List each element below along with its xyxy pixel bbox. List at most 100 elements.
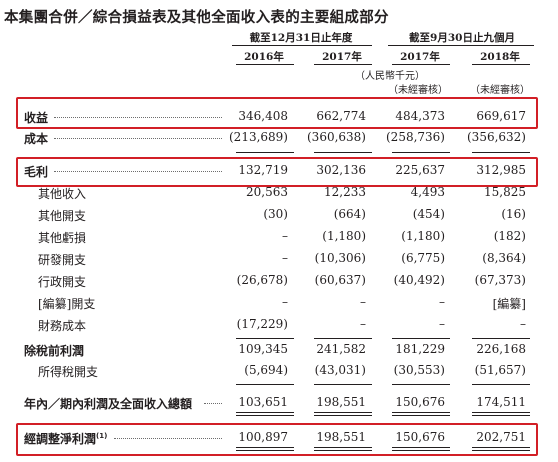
underline-finance-2017 (314, 338, 372, 339)
cell-2017: – (360, 295, 366, 309)
header-rule-year (232, 45, 372, 46)
cell-2016: 103,651 (238, 395, 288, 409)
double-rule-adj-2018-9m-b (472, 450, 530, 451)
double-rule-adj-2017-b (314, 450, 372, 451)
underline-cost-2018-9m (472, 152, 530, 153)
footnote-marker: (1) (96, 432, 108, 440)
leader-dots (54, 171, 222, 172)
cell-2018-9m: (8,364) (482, 251, 526, 265)
cell-2017: (10,306) (314, 251, 366, 265)
row-gross-profit: 毛利 132,719 302,136 225,637 312,985 (0, 163, 558, 185)
underline-finance-2018-9m (472, 338, 530, 339)
row-other-income: 其他收入 20,563 12,233 4,493 15,825 (0, 185, 558, 207)
cell-2016: – (282, 251, 288, 265)
cell-2017-9m: – (439, 317, 445, 331)
leader-dots (114, 438, 222, 439)
cell-2016: 109,345 (238, 342, 288, 356)
header-col-2017: 2017年 (322, 51, 362, 63)
row-profit-before-tax: 除稅前利潤 109,345 241,582 181,229 226,168 (0, 342, 558, 364)
cell-2018-9m: 15,825 (484, 185, 526, 199)
cell-2017: (43,031) (314, 363, 366, 377)
cell-2016: 100,897 (238, 430, 288, 444)
row-admin-expenses: 行政開支 (26,678) (60,637) (40,492) (67,373) (0, 273, 558, 295)
row-label: 財務成本 (38, 319, 87, 333)
row-total-comprehensive-income: 年內／期內利潤及全面收入總額 103,651 198,551 150,676 1… (0, 395, 558, 417)
cell-2017-9m: (1,180) (401, 229, 445, 243)
underline-cost-2017 (314, 152, 372, 153)
cell-2018-9m: [編纂] (492, 297, 526, 311)
cell-2017: 662,774 (316, 109, 366, 123)
cell-2016: 20,563 (246, 185, 288, 199)
cell-2018-9m: (51,657) (474, 363, 526, 377)
cell-2017: 241,582 (316, 342, 366, 356)
underline-cost-2016 (236, 152, 294, 153)
cell-2017-9m: 4,493 (410, 185, 445, 199)
double-rule-2016-a (236, 412, 294, 413)
highlight-box-gross-profit (16, 157, 538, 187)
row-label: 行政開支 (38, 275, 87, 289)
cell-2016: (5,694) (244, 363, 288, 377)
row-label: 所得稅開支 (38, 365, 99, 379)
header-rule-2018-9m (472, 64, 530, 65)
cell-2017-9m: 484,373 (395, 109, 445, 123)
section-title: 本集團合併／綜合損益表及其他全面收入表的主要組成部分 (4, 10, 389, 26)
cell-2018-9m: (182) (493, 229, 526, 243)
underline-cost-2017-9m (392, 152, 450, 153)
row-label: 其他收入 (38, 187, 87, 201)
cell-2017: (60,637) (314, 273, 366, 287)
cell-2018-9m: (67,373) (474, 273, 526, 287)
highlight-box-adjusted-net-profit (16, 423, 538, 456)
cell-2016: (26,678) (236, 273, 288, 287)
underline-tax-2017 (314, 384, 372, 385)
double-rule-2018-9m-a (472, 412, 530, 413)
cell-2016: 346,408 (238, 109, 288, 123)
double-rule-2017-9m-b (392, 415, 450, 416)
cell-2016: (17,229) (236, 317, 288, 331)
row-label: 其他開支 (38, 209, 87, 223)
cell-2018-9m: 202,751 (476, 430, 526, 444)
double-rule-2018-9m-b (472, 415, 530, 416)
row-label: 毛利 (24, 165, 49, 179)
row-label: 成本 (24, 132, 49, 146)
cell-2017-9m: (6,775) (401, 251, 445, 265)
cell-2017-9m: (258,736) (386, 130, 445, 144)
cell-2017: 198,551 (316, 395, 366, 409)
row-redacted-expenses: [編纂]開支 – – – [編纂] (0, 295, 558, 317)
underline-tax-2017-9m (392, 384, 450, 385)
double-rule-adj-2017-9m-a (392, 447, 450, 448)
cell-2017: 198,551 (316, 430, 366, 444)
leader-dots (54, 138, 222, 139)
cell-2017: (360,638) (307, 130, 366, 144)
cell-2017-9m: 225,637 (395, 163, 445, 177)
cell-2018-9m: 226,168 (476, 342, 526, 356)
row-label: [編纂]開支 (38, 297, 96, 311)
cell-2017: – (360, 317, 366, 331)
row-revenue: 收益 346,408 662,774 484,373 669,617 (0, 109, 558, 131)
row-finance-costs: 財務成本 (17,229) – – – (0, 317, 558, 339)
unaudited-note-2017: （未經審核） (388, 85, 448, 96)
cell-2016: (213,689) (229, 130, 288, 144)
double-rule-2016-b (236, 415, 294, 416)
leader-dots (54, 117, 222, 118)
row-other-expenses: 其他開支 (30) (664) (454) (16) (0, 207, 558, 229)
cell-2018-9m: 174,511 (476, 395, 526, 409)
header-col-2016: 2016年 (244, 51, 284, 63)
cell-2018-9m: – (520, 317, 526, 331)
row-income-tax: 所得稅開支 (5,694) (43,031) (30,553) (51,657) (0, 363, 558, 385)
cell-2017: (664) (333, 207, 366, 221)
cell-2016: (30) (263, 207, 288, 221)
cell-2017-9m: – (439, 295, 445, 309)
row-label: 其他虧損 (38, 231, 87, 245)
row-label: 收益 (24, 111, 49, 125)
cell-2017: (1,180) (322, 229, 366, 243)
underline-finance-2016 (236, 338, 294, 339)
cell-2017-9m: (40,492) (393, 273, 445, 287)
header-rule-2017 (314, 64, 372, 65)
adjusted-net-profit-label: 經調整淨利潤 (24, 432, 97, 446)
double-rule-adj-2018-9m-a (472, 447, 530, 448)
cell-2017-9m: 181,229 (395, 342, 445, 356)
cell-2016: – (282, 295, 288, 309)
double-rule-adj-2017-a (314, 447, 372, 448)
cell-2017-9m: 150,676 (395, 395, 445, 409)
header-rule-nine-month (388, 45, 534, 46)
